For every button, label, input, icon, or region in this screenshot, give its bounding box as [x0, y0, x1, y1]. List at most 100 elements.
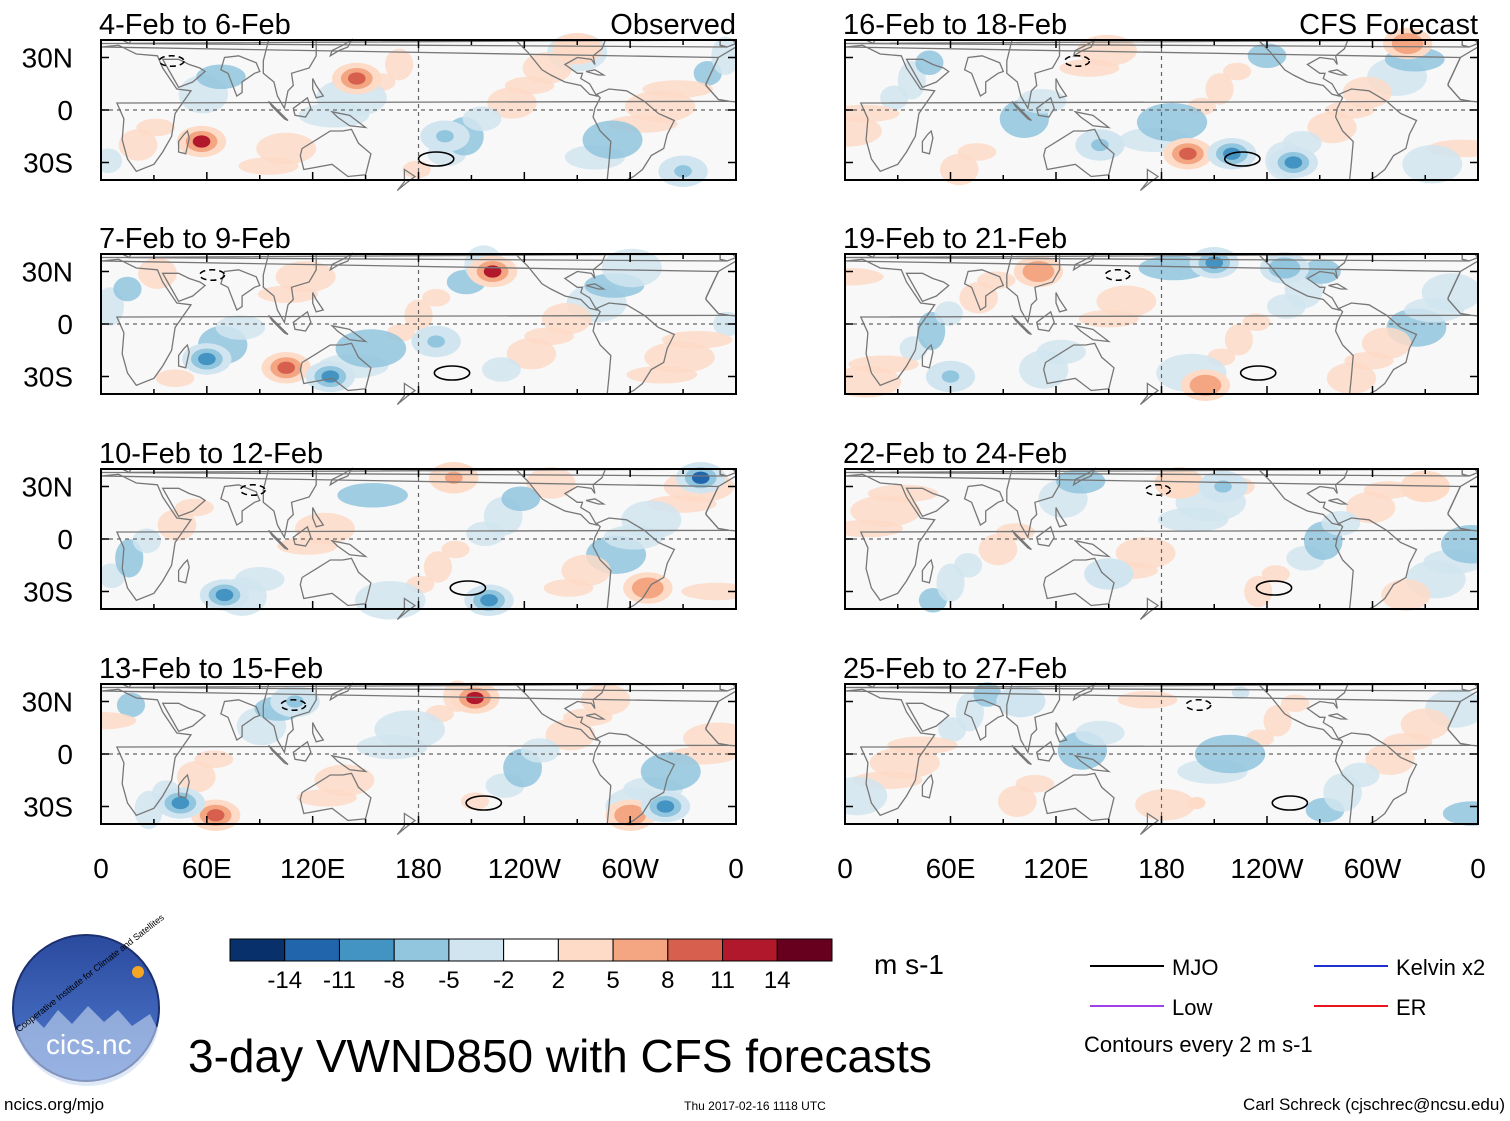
x-tick-label: 0	[728, 853, 744, 884]
land-madagascar	[921, 558, 934, 584]
colorbar-swatch	[338, 938, 395, 962]
y-tick-label: 30S	[23, 362, 73, 393]
anomaly-blob	[460, 792, 490, 810]
anomaly-blob	[848, 355, 919, 373]
land-philippines	[312, 292, 325, 313]
anomaly-blob	[1402, 145, 1463, 184]
anomaly-blob	[384, 48, 414, 81]
land-philippines	[1055, 78, 1068, 99]
anomaly-feature	[480, 594, 498, 607]
land-borneo	[1035, 310, 1055, 332]
x-tick-label: 60W	[1344, 853, 1402, 884]
colorbar-tick-label: -5	[438, 967, 459, 994]
land-cuba	[585, 498, 607, 505]
x-tick-label: 0	[1470, 853, 1486, 884]
colorbar-swatch	[448, 938, 505, 962]
panel-kind-label: Observed	[610, 9, 736, 41]
legend-label: Kelvin x2	[1396, 955, 1485, 980]
anomaly-blob	[845, 104, 900, 123]
anomaly-blob	[136, 118, 176, 137]
panel-title: 4-Feb to 6-Feb	[99, 9, 291, 41]
anomaly-blob	[954, 553, 983, 578]
land-namerica	[513, 683, 607, 741]
colorbar-tick-label: -14	[267, 967, 302, 994]
anomaly-blob	[1342, 76, 1392, 109]
anomaly-feature	[656, 800, 675, 813]
y-tick-label: 30S	[23, 148, 73, 179]
anomaly-feature	[277, 361, 296, 374]
land-madagascar	[177, 773, 190, 799]
land-italy-wrap	[750, 469, 766, 473]
anomaly-blob	[1205, 73, 1234, 105]
anomaly-blob	[1075, 720, 1125, 746]
land-philippines	[1055, 292, 1068, 313]
x-tick-label: 60E	[182, 853, 232, 884]
land-africa	[101, 473, 730, 602]
anomaly-blob	[869, 747, 940, 779]
land-india	[963, 269, 1005, 311]
anomaly-blob	[404, 299, 433, 331]
y-tick-label: 30N	[22, 257, 73, 288]
anomaly-blob	[1117, 691, 1178, 709]
land-sumatra	[268, 100, 289, 122]
land-cuba	[585, 283, 607, 290]
land-sumatra	[1011, 100, 1032, 122]
land-arabia	[905, 487, 950, 518]
anomaly-blob	[175, 498, 214, 517]
land-australia	[299, 772, 372, 822]
anomaly-feature	[171, 796, 190, 810]
mjo-contour	[198, 268, 226, 282]
anomaly-blob	[1096, 285, 1157, 317]
anomaly-feature	[427, 335, 445, 348]
panel-title: 10-Feb to 12-Feb	[99, 438, 323, 470]
land-arabia	[905, 272, 950, 303]
land-philippines	[312, 507, 325, 528]
colorbar-tick-label: 5	[606, 967, 619, 994]
land-italy-wrap	[750, 40, 766, 44]
land-australia	[1043, 342, 1115, 392]
anomaly-blob	[101, 712, 137, 730]
land-italy-wrap	[1492, 684, 1508, 688]
anomaly-blob	[235, 567, 285, 592]
land-arabia	[905, 702, 950, 733]
anomaly-blob	[867, 484, 939, 503]
land-australia	[1043, 128, 1115, 178]
anomaly-blob	[850, 495, 921, 527]
anomaly-feature	[691, 471, 710, 484]
mjo-contour	[465, 795, 503, 811]
mjo-contour	[239, 483, 266, 497]
anomaly-feature	[483, 265, 502, 278]
land-newguinea	[1073, 754, 1112, 773]
footer-left: ncics.org/mjo	[4, 1095, 104, 1114]
y-tick-label: 0	[57, 524, 73, 555]
anomaly-blob	[275, 261, 336, 293]
land-cuba	[1328, 713, 1349, 720]
anomaly-blob	[196, 64, 246, 89]
anomaly-blob	[1247, 43, 1287, 68]
anomaly-blob	[132, 528, 161, 553]
x-tick-label: 120W	[1230, 853, 1304, 884]
anomaly-blob	[1115, 537, 1176, 569]
anomaly-blob	[374, 710, 445, 749]
anomaly-blob	[561, 554, 611, 587]
x-tick-label: 120W	[488, 853, 562, 884]
anomaly-blob	[422, 289, 451, 307]
anomaly-blob	[1136, 103, 1208, 142]
land-sumatra	[1011, 744, 1032, 766]
land-borneo	[1035, 525, 1055, 547]
land-samerica	[1334, 732, 1418, 825]
land-borneo	[292, 310, 312, 332]
colorbar-swatch	[612, 938, 669, 962]
anomaly-blob	[335, 329, 407, 368]
panel-3: 10-Feb to 12-Feb 30N 0 30S	[22, 438, 766, 621]
colorbar-swatch	[503, 938, 559, 962]
anomaly-blob	[1400, 708, 1450, 740]
anomaly-blob	[621, 500, 682, 539]
anomaly-blob	[1421, 273, 1478, 312]
anomaly-feature	[286, 695, 304, 708]
anomaly-blob	[118, 129, 158, 161]
anomaly-blob	[545, 719, 595, 751]
anomaly-blob	[1307, 111, 1357, 144]
y-tick-label: 30S	[23, 792, 73, 823]
land-italy-wrap	[1492, 40, 1508, 44]
